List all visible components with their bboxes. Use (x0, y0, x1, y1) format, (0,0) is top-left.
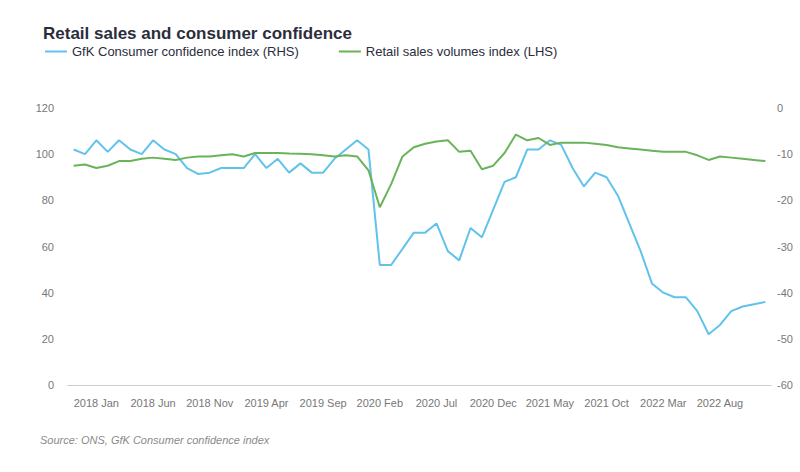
svg-text:2018 Jan: 2018 Jan (74, 397, 119, 409)
svg-text:100: 100 (36, 148, 54, 160)
svg-text:-20: -20 (777, 194, 793, 206)
svg-text:2020 Jul: 2020 Jul (416, 397, 458, 409)
svg-text:0: 0 (777, 102, 783, 114)
svg-text:0: 0 (48, 379, 54, 391)
svg-text:60: 60 (42, 241, 54, 253)
svg-text:-50: -50 (777, 333, 793, 345)
svg-text:-30: -30 (777, 241, 793, 253)
svg-text:GfK Consumer confidence index: GfK Consumer confidence index (RHS) (72, 44, 299, 59)
svg-text:-40: -40 (777, 287, 793, 299)
svg-text:120: 120 (36, 102, 54, 114)
svg-text:Retail sales volumes index (LH: Retail sales volumes index (LHS) (366, 44, 557, 59)
svg-text:-10: -10 (777, 148, 793, 160)
svg-text:2019 Apr: 2019 Apr (244, 397, 288, 409)
svg-text:Source: ONS, GfK Consumer conf: Source: ONS, GfK Consumer confidence ind… (40, 434, 270, 446)
svg-text:2022 Aug: 2022 Aug (697, 397, 744, 409)
svg-text:2021 May: 2021 May (526, 397, 575, 409)
svg-text:2018 Nov: 2018 Nov (186, 397, 234, 409)
svg-text:2020 Dec: 2020 Dec (470, 397, 518, 409)
svg-text:80: 80 (42, 194, 54, 206)
svg-text:20: 20 (42, 333, 54, 345)
svg-text:2021 Oct: 2021 Oct (584, 397, 629, 409)
svg-text:-60: -60 (777, 379, 793, 391)
svg-text:2022 Mar: 2022 Mar (640, 397, 687, 409)
svg-text:2019 Sep: 2019 Sep (300, 397, 347, 409)
svg-text:40: 40 (42, 287, 54, 299)
svg-text:2018 Jun: 2018 Jun (130, 397, 175, 409)
svg-text:Retail sales and consumer conf: Retail sales and consumer confidence (43, 24, 352, 43)
svg-text:2020 Feb: 2020 Feb (357, 397, 403, 409)
